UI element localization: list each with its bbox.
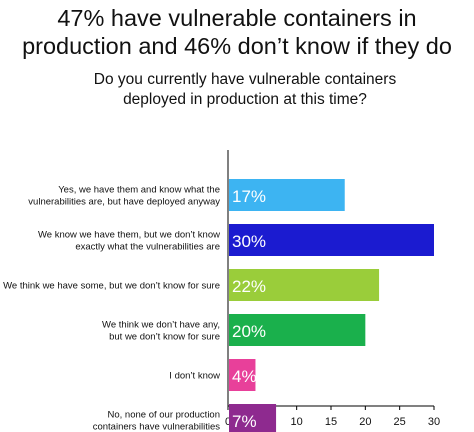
bar bbox=[229, 224, 434, 256]
x-tick-label: 20 bbox=[359, 416, 371, 428]
chart-subtitle-line-1: Do you currently have vulnerable contain… bbox=[93, 71, 397, 88]
category-label: No, none of our production bbox=[108, 410, 221, 421]
category-label: We think we have some, but we don’t know… bbox=[3, 281, 220, 292]
category-label: We think we don’t have any, bbox=[102, 320, 220, 331]
data-label: 22% bbox=[232, 277, 266, 296]
x-tick-label: 30 bbox=[428, 416, 440, 428]
bar bbox=[229, 404, 277, 432]
category-label: We know we have them, but we don’t know bbox=[38, 230, 220, 241]
bar bbox=[229, 359, 256, 391]
category-label: Yes, we have them and know what the bbox=[58, 185, 220, 196]
chart-title-line-1: 47% have vulnerable containers in bbox=[57, 5, 417, 31]
bar bbox=[229, 269, 380, 301]
category-label: vulnerabilities are, but have deployed a… bbox=[28, 197, 220, 208]
x-tick-label: 25 bbox=[394, 416, 406, 428]
bar bbox=[229, 314, 366, 346]
data-label: 17% bbox=[232, 187, 266, 206]
chart-title-line-2: production and 46% don’t know if they do bbox=[22, 33, 452, 59]
category-label: but we don’t know for sure bbox=[109, 332, 220, 343]
chart-subtitle-line-2: deployed in production at this time? bbox=[123, 91, 367, 108]
x-tick-label: 10 bbox=[291, 416, 303, 428]
category-label: I don’t know bbox=[169, 371, 220, 382]
category-label: exactly what the vulnerabilities are bbox=[75, 242, 220, 253]
category-label: containers have vulnerabilities bbox=[93, 422, 221, 432]
x-tick-label: 15 bbox=[325, 416, 337, 428]
data-label: 30% bbox=[232, 232, 266, 251]
data-label: 4% bbox=[232, 367, 257, 386]
data-label: 7% bbox=[232, 412, 257, 431]
data-label: 20% bbox=[232, 322, 266, 341]
x-tick-label: 0 bbox=[225, 416, 231, 428]
bar bbox=[229, 179, 345, 211]
